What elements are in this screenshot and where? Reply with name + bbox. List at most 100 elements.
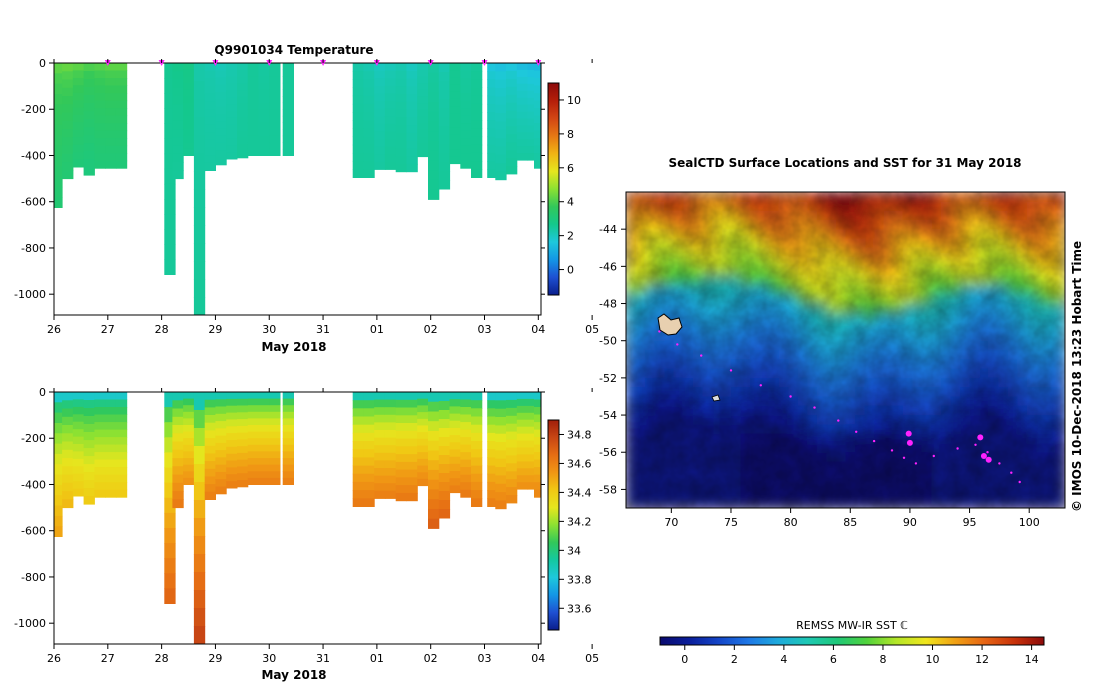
temperature-x-tick-label: 02 bbox=[424, 323, 438, 336]
salinity-colorbar-tick-label: 34.8 bbox=[567, 428, 592, 441]
sst-colorbar-tick-label: 10 bbox=[926, 653, 940, 666]
temperature-profile bbox=[428, 63, 440, 200]
temperature-profile bbox=[226, 63, 238, 160]
temperature-colorbar-tick-label: 6 bbox=[567, 162, 574, 175]
temperature-profile bbox=[395, 63, 407, 173]
salinity-y-tick-label: -600 bbox=[21, 525, 46, 538]
sst-colorbar-label: REMSS MW-IR SST ℂ bbox=[796, 619, 908, 632]
salinity-colorbar bbox=[547, 419, 560, 631]
salinity-profile bbox=[204, 392, 216, 500]
temperature-profile bbox=[105, 63, 117, 169]
salinity-colorbar-tick-label: 34.6 bbox=[567, 457, 592, 470]
salinity-x-tick-label: 28 bbox=[155, 652, 169, 665]
salinity-x-tick-label: 30 bbox=[262, 652, 276, 665]
sst-colorbar-tick-label: 2 bbox=[731, 653, 738, 666]
temperature-profile bbox=[282, 63, 294, 156]
temperature-profile bbox=[54, 63, 63, 208]
salinity-profile bbox=[516, 392, 529, 490]
temperature-x-axis: 26 27 28 29 30 31 01 02 03 04 05 bbox=[47, 59, 599, 336]
salinity-profile bbox=[215, 392, 227, 495]
salinity-profile bbox=[460, 392, 472, 498]
temperature-profile bbox=[269, 63, 281, 156]
salinity-x-tick-label: 29 bbox=[208, 652, 222, 665]
imos-timestamp: © IMOS 10-Dec-2018 13:23 Hobart Time bbox=[1070, 241, 1084, 512]
temperature-profile bbox=[471, 63, 483, 178]
temperature-profile bbox=[460, 63, 472, 169]
salinity-profile bbox=[384, 392, 397, 499]
salinity-profile bbox=[226, 392, 238, 489]
salinity-y-tick-label: -800 bbox=[21, 571, 46, 584]
temperature-colorbar-tick-label: 8 bbox=[567, 128, 574, 141]
salinity-profile bbox=[62, 392, 74, 509]
track-point bbox=[676, 343, 679, 346]
track-point bbox=[759, 384, 762, 387]
map-y-tick-label: -58 bbox=[599, 483, 617, 496]
temperature-profile bbox=[94, 63, 106, 169]
track-point bbox=[956, 447, 959, 450]
salinity-x-tick-label: 04 bbox=[531, 652, 545, 665]
salinity-x-axis: 26 27 28 29 30 31 01 02 03 04 05 bbox=[47, 388, 599, 665]
kerguelen-island bbox=[657, 313, 683, 336]
track-point bbox=[700, 354, 703, 357]
map-y-tick-label: -46 bbox=[599, 260, 617, 273]
temperature-profile bbox=[487, 63, 499, 178]
temperature-plot-frame bbox=[53, 62, 542, 316]
map-x-tick-label: 95 bbox=[963, 516, 977, 529]
salinity-profile bbox=[193, 392, 206, 644]
map-x-tick-label: 75 bbox=[724, 516, 738, 529]
salinity-x-tick-label: 26 bbox=[47, 652, 61, 665]
temperature-x-label: May 2018 bbox=[261, 340, 326, 354]
sst-map-panel: SealCTD Surface Locations and SST for 31… bbox=[599, 156, 1084, 666]
track-point bbox=[1010, 471, 1013, 474]
temperature-profile bbox=[417, 63, 429, 158]
salinity-profile bbox=[269, 392, 281, 485]
salinity-profile bbox=[395, 392, 407, 502]
salinity-profile bbox=[105, 392, 117, 498]
temperature-y-tick-label: -1000 bbox=[14, 288, 46, 301]
salinity-profile bbox=[363, 392, 375, 507]
temperature-x-tick-label: 26 bbox=[47, 323, 61, 336]
track-cluster bbox=[905, 430, 912, 437]
temperature-profile bbox=[384, 63, 397, 170]
salinity-profile bbox=[72, 392, 85, 497]
track-point bbox=[872, 439, 876, 443]
salinity-profile bbox=[352, 392, 364, 507]
temperature-y-tick-label: -600 bbox=[21, 196, 46, 209]
salinity-profile bbox=[282, 392, 294, 485]
salinity-y-axis: 0 -200 -400 -600 -800 -1000 bbox=[14, 386, 545, 630]
temperature-x-tick-label: 01 bbox=[370, 323, 384, 336]
temperature-x-tick-label: 28 bbox=[155, 323, 169, 336]
temperature-profile bbox=[83, 63, 95, 176]
track-point bbox=[890, 449, 894, 452]
temperature-profile bbox=[406, 63, 418, 173]
map-x-tick-label: 80 bbox=[784, 516, 798, 529]
salinity-profile bbox=[428, 392, 440, 529]
temperature-y-tick-label: -200 bbox=[21, 103, 46, 116]
track-point bbox=[789, 395, 792, 398]
sst-colorbar-tick-label: 0 bbox=[681, 653, 688, 666]
temperature-profile bbox=[172, 63, 184, 180]
track-point bbox=[902, 456, 906, 459]
salinity-profile bbox=[374, 392, 386, 499]
sst-colorbar-tick-label: 12 bbox=[975, 653, 989, 666]
track-cluster bbox=[906, 439, 913, 446]
temperature-x-tick-label: 05 bbox=[585, 323, 599, 336]
track-point bbox=[837, 419, 840, 422]
temperature-colorbar-ticks: 0 2 4 6 8 10 bbox=[559, 94, 581, 277]
salinity-y-tick-label: 0 bbox=[39, 386, 46, 399]
temperature-profile bbox=[516, 63, 529, 161]
salinity-profile bbox=[115, 392, 128, 498]
temperature-profile bbox=[247, 63, 259, 156]
temperature-panel: Q9901034 Temperature 26 27 28 29 30 31 01 02 03 0… bbox=[14, 43, 599, 354]
temperature-y-tick-label: -400 bbox=[21, 149, 46, 162]
temperature-colorbar-tick-label: 10 bbox=[567, 94, 581, 107]
salinity-colorbar-tick-label: 33.6 bbox=[567, 602, 592, 615]
map-x-tick-label: 70 bbox=[664, 516, 678, 529]
temperature-y-axis: 0 -200 -400 -600 -800 -1000 bbox=[14, 57, 545, 301]
temperature-profile bbox=[215, 63, 227, 166]
track-point bbox=[986, 451, 989, 454]
map-y-tick-label: -50 bbox=[599, 335, 617, 348]
salinity-x-tick-label: 27 bbox=[101, 652, 115, 665]
temperature-y-tick-label: 0 bbox=[39, 57, 46, 70]
salinity-profile bbox=[495, 392, 507, 510]
